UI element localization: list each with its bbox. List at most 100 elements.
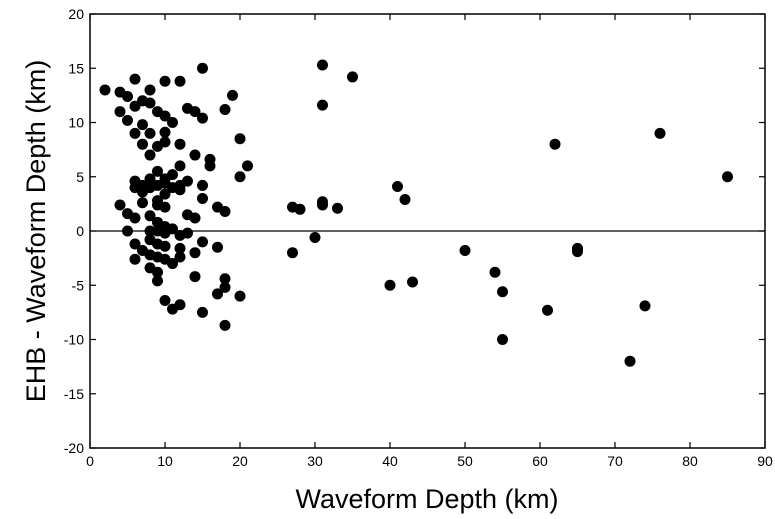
data-point [572,246,583,258]
data-point [152,266,163,278]
data-point [189,247,201,259]
data-point [152,165,163,177]
y-tick-label: -15 [64,386,84,402]
data-point [159,201,171,213]
data-point [407,276,418,288]
data-point [722,171,733,183]
data-point [197,112,208,124]
x-tick-label: 80 [682,453,698,469]
data-point [197,179,208,191]
y-tick-label: 20 [68,6,84,22]
data-point [129,212,141,224]
data-point [122,90,133,102]
data-point [392,181,403,193]
data-point [167,223,178,235]
data-point [159,240,171,252]
y-axis-ticks: -20 -15 -10 -5 0 5 10 15 20 [64,6,765,456]
data-point [189,149,201,161]
data-point [654,127,666,139]
data-point [129,127,141,139]
data-point [227,89,238,101]
data-point [219,319,231,331]
data-point [549,138,561,150]
data-point [497,334,508,345]
data-point [639,300,651,312]
y-tick-label: 0 [76,223,84,239]
data-point [129,238,141,250]
data-point [317,99,328,111]
data-point [167,117,178,128]
data-point [174,251,186,263]
data-point [174,160,186,172]
data-point [144,210,156,222]
data-point [332,202,343,214]
data-point [347,71,358,83]
data-point [234,290,246,302]
y-tick-label: -20 [64,440,84,456]
data-point [242,160,253,172]
data-point [219,273,231,285]
data-point [99,84,111,96]
data-point [219,281,231,293]
data-point [174,138,186,150]
data-point [197,192,208,204]
x-tick-label: 70 [607,453,623,469]
data-point [212,288,223,300]
data-point [219,205,231,217]
data-point [159,75,171,87]
data-point [129,253,141,265]
data-point [137,197,148,209]
data-point [137,119,148,131]
data-point [294,203,306,215]
data-point [144,127,156,139]
data-point [234,171,246,183]
data-points [99,59,733,367]
data-point [384,279,396,291]
data-point [159,294,171,306]
y-tick-label: -5 [72,277,85,293]
data-point [399,194,411,206]
data-point [197,306,208,318]
data-point [167,303,178,315]
data-point [317,59,328,71]
data-point [144,173,156,185]
data-point [122,225,133,237]
data-point [189,271,201,283]
x-tick-label: 0 [86,453,94,469]
x-tick-label: 60 [532,453,548,469]
data-point [174,184,186,196]
y-tick-label: 10 [68,115,84,131]
data-point [309,232,321,244]
data-point [317,196,328,208]
data-point [287,247,298,259]
data-point [189,106,201,118]
data-point [167,258,178,270]
x-axis-title: Waveform Depth (km) [295,484,558,514]
data-point [137,138,148,150]
data-point [542,304,553,316]
data-point [459,245,471,257]
data-point [152,106,163,118]
data-point [144,97,156,109]
data-point [182,227,193,239]
data-point [204,160,216,172]
data-point [219,103,231,115]
x-tick-label: 20 [232,453,248,469]
y-tick-label: 5 [76,169,84,185]
data-point [144,149,156,161]
data-point [152,275,163,287]
data-point [159,136,171,148]
data-point [129,73,141,85]
data-point [212,241,223,253]
x-tick-label: 30 [307,453,323,469]
y-axis-title: EHB - Waveform Depth (km) [21,60,51,403]
data-point [497,286,508,298]
data-point [114,199,126,211]
data-point [174,75,186,87]
x-axis-ticks: 0 10 20 30 40 50 60 70 80 90 [86,14,773,469]
data-point [197,62,208,74]
data-point [144,84,156,96]
data-point [624,355,636,367]
y-tick-label: -10 [64,332,84,348]
